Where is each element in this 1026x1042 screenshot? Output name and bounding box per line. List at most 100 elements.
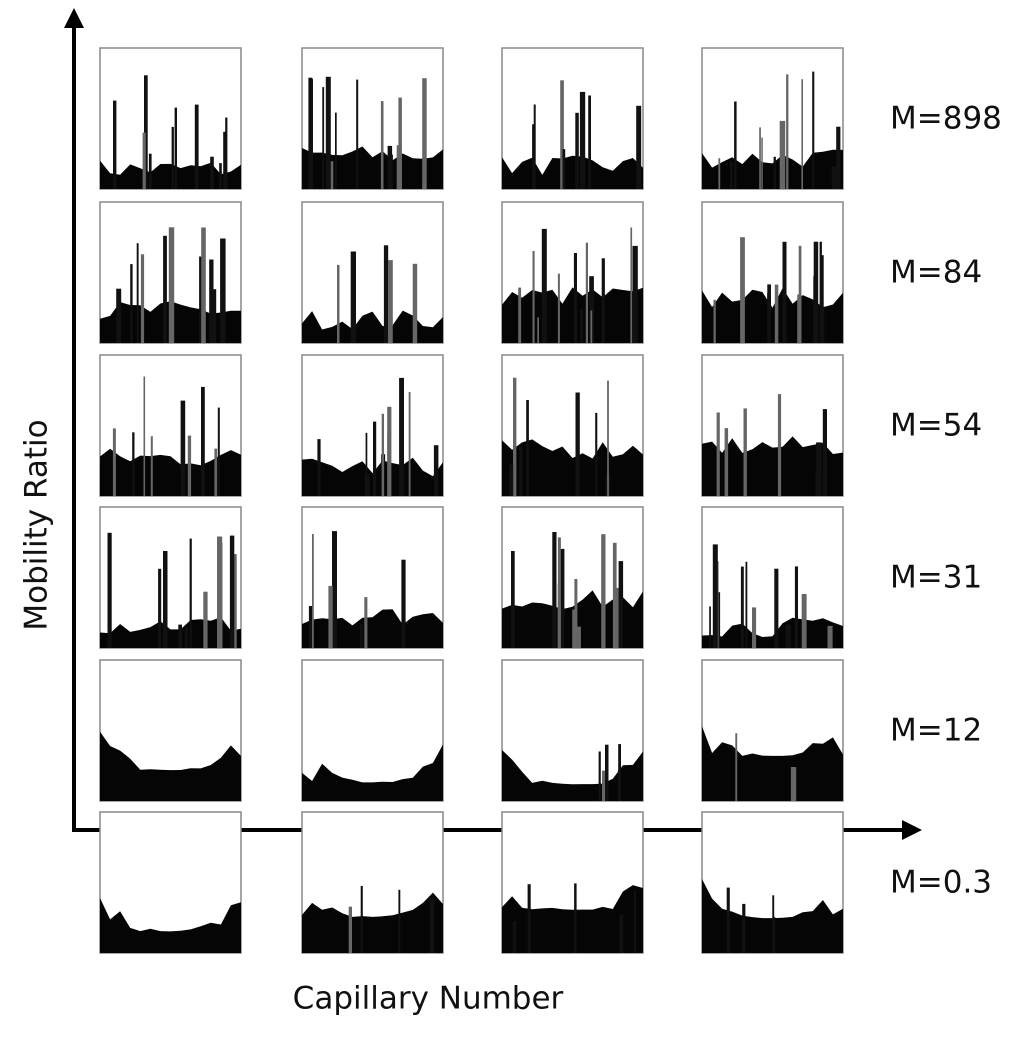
panel — [501, 354, 644, 497]
finger — [136, 243, 139, 343]
finger — [601, 534, 606, 648]
panel — [301, 354, 444, 497]
finger — [364, 597, 368, 648]
finger — [831, 166, 837, 189]
finger — [533, 104, 536, 189]
finger — [742, 903, 746, 953]
panel — [99, 354, 242, 497]
finger — [223, 131, 226, 189]
finger — [630, 227, 633, 343]
finger — [220, 238, 226, 343]
finger — [148, 153, 152, 189]
finger — [816, 442, 822, 496]
finger — [360, 623, 363, 648]
finger — [199, 256, 204, 343]
finger — [168, 227, 175, 343]
finger — [107, 532, 112, 648]
finger — [801, 594, 807, 648]
finger — [112, 428, 116, 496]
finger — [774, 568, 779, 648]
finger — [560, 548, 565, 648]
finger — [365, 432, 368, 496]
panel — [301, 811, 444, 954]
finger — [433, 445, 439, 496]
finger — [740, 237, 745, 343]
finger — [360, 886, 363, 953]
finger — [543, 303, 546, 343]
finger — [573, 253, 577, 343]
finger — [399, 377, 404, 496]
finger — [632, 245, 638, 343]
displacement-front — [702, 288, 843, 343]
finger — [337, 264, 340, 343]
finger — [819, 241, 822, 343]
panel — [701, 201, 844, 344]
finger — [527, 884, 531, 953]
finger — [798, 245, 802, 343]
finger — [557, 273, 560, 343]
finger — [588, 95, 591, 189]
finger — [180, 400, 186, 496]
finger — [408, 392, 411, 496]
finger — [773, 156, 776, 189]
finger — [317, 439, 321, 496]
finger — [595, 412, 598, 496]
finger — [512, 921, 517, 953]
panel — [501, 811, 644, 954]
finger — [217, 407, 220, 496]
panel — [301, 659, 444, 802]
finger — [130, 264, 133, 343]
finger — [734, 101, 737, 189]
finger — [579, 91, 586, 189]
finger — [761, 137, 763, 189]
finger — [225, 117, 228, 189]
finger — [511, 551, 515, 648]
panel — [501, 47, 644, 190]
finger — [150, 436, 153, 496]
row-label: M=84 — [890, 255, 982, 291]
finger — [356, 79, 359, 189]
panel — [501, 506, 644, 649]
finger — [212, 289, 217, 343]
finger — [322, 87, 325, 189]
finger — [513, 377, 517, 496]
row-label: M=31 — [890, 560, 982, 596]
finger — [716, 412, 720, 496]
finger — [194, 104, 199, 189]
finger — [827, 625, 833, 648]
finger — [401, 559, 406, 648]
displacement-front — [302, 892, 443, 953]
finger — [552, 532, 557, 648]
finger — [113, 132, 116, 189]
finger — [605, 744, 609, 801]
finger — [735, 733, 738, 801]
finger — [350, 251, 356, 343]
finger — [116, 288, 122, 343]
finger — [142, 132, 146, 189]
finger — [532, 251, 535, 343]
finger — [572, 609, 576, 648]
finger — [519, 447, 523, 496]
finger — [184, 627, 188, 648]
displacement-front — [100, 898, 241, 953]
finger — [779, 120, 786, 189]
finger — [598, 751, 601, 801]
finger — [730, 161, 733, 189]
finger — [398, 889, 401, 953]
finger — [541, 228, 547, 343]
finger — [718, 158, 721, 189]
panel — [301, 47, 444, 190]
panel — [701, 47, 844, 190]
finger — [171, 126, 174, 189]
finger — [187, 435, 192, 496]
panel — [301, 201, 444, 344]
displacement-front — [702, 436, 843, 496]
finger — [774, 284, 779, 343]
finger — [786, 74, 789, 189]
panel — [99, 506, 242, 649]
finger — [801, 79, 803, 189]
finger — [562, 149, 566, 189]
displacement-front — [702, 617, 843, 648]
finger — [636, 105, 642, 189]
finger — [580, 308, 583, 343]
